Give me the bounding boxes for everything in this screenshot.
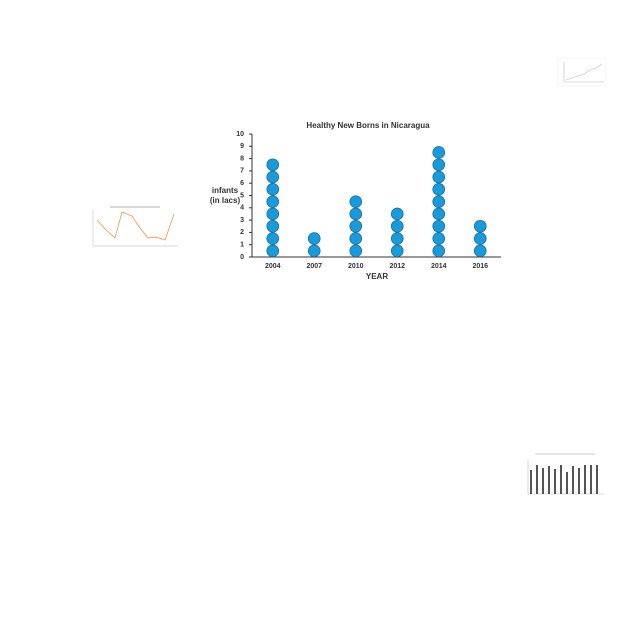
dot [266,170,280,184]
x-tick-label: 2007 [306,263,322,270]
x-tick-label: 2004 [265,263,281,270]
dot [266,158,280,172]
dot [390,207,404,221]
dot [432,195,446,208]
dot [432,232,446,245]
dot [473,232,487,245]
dot [307,244,321,258]
x-tick-label: 2016 [472,263,488,270]
dot [432,170,446,184]
dot [349,195,363,208]
y-tick-label: 4 [240,205,244,212]
dot [349,219,363,233]
x-tick-label: 2012 [389,263,405,270]
dot-stack [307,232,321,258]
dot [432,146,446,159]
dot-stack [349,195,363,258]
dot [432,183,446,196]
y-axis-title: (in lacs) [210,196,241,205]
dot [473,244,487,258]
x-axis-title: YEAR [366,272,388,281]
y-tick-label: 10 [236,131,244,138]
thumbnail-chart [527,453,604,495]
dot [432,244,446,258]
dot-stack [432,146,446,258]
thumbnail-chart [92,206,178,247]
dot [349,232,363,245]
y-tick-label: 7 [240,168,244,175]
dot [390,244,404,258]
y-tick-label: 6 [240,180,244,187]
y-tick-label: 9 [240,143,244,150]
dot [432,158,446,172]
dot [349,244,363,258]
dot [473,219,487,233]
dot [266,183,280,196]
y-tick-label: 5 [240,192,244,199]
x-tick-label: 2010 [348,263,364,270]
dot-stack [266,158,280,258]
y-tick-label: 8 [240,155,244,162]
dot [266,219,280,233]
dot [390,219,404,233]
dot-stack [473,219,487,258]
y-tick-label: 3 [240,217,244,224]
chart-title: Healthy New Borns in Nicaragua [306,121,430,130]
dot [349,207,363,221]
dot [307,232,321,245]
dot [266,195,280,208]
dot [432,207,446,221]
y-axis-title: infants [212,186,239,195]
thumbnail-chart [557,57,607,87]
y-tick-label: 0 [240,254,244,261]
dot [432,219,446,233]
dot [266,244,280,258]
dot [266,232,280,245]
dot [390,232,404,245]
x-tick-label: 2014 [431,263,447,270]
dot-stack [390,207,404,258]
dot [266,207,280,221]
y-tick-label: 2 [240,229,244,236]
y-tick-label: 1 [240,242,244,249]
